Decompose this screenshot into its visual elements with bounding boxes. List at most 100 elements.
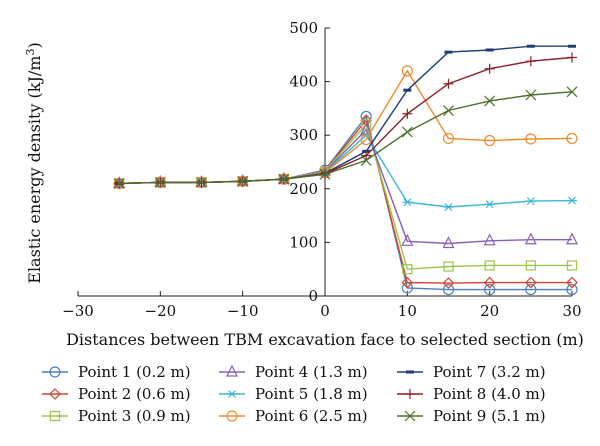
y-axis-label: Elastic energy density (kJ/m3) <box>24 42 45 283</box>
data-point <box>525 133 537 145</box>
data-point <box>442 132 455 145</box>
legend-marker <box>49 388 61 400</box>
data-point <box>442 277 455 289</box>
y-axis-label-end: ) <box>25 42 44 48</box>
series-line <box>119 91 573 185</box>
data-point <box>361 150 372 161</box>
data-point <box>442 236 455 249</box>
legend-item: Point 6 (2.5 m) <box>219 407 368 425</box>
data-point <box>360 133 372 146</box>
legend-label: Point 5 (1.8 m) <box>255 385 368 403</box>
data-point <box>484 134 496 147</box>
x-tick-label: 30 <box>562 302 581 320</box>
data-point <box>524 276 537 289</box>
y-tick-label: 300 <box>289 126 318 144</box>
data-point <box>483 233 496 246</box>
data-point <box>154 176 166 188</box>
x-tick-label: −10 <box>227 302 259 320</box>
legend-marker <box>49 410 61 422</box>
data-point <box>525 283 537 296</box>
series-line <box>119 69 573 185</box>
x-tick-label: −20 <box>145 302 177 320</box>
legend: Point 1 (0.2 m) Point 2 (0.6 m) Point 3 (0… <box>42 363 546 425</box>
series-point-6 <box>113 65 578 190</box>
x-tick-label: 0 <box>320 302 330 320</box>
data-point <box>483 276 496 289</box>
data-point <box>401 276 414 289</box>
data-point <box>566 276 578 289</box>
data-point <box>113 178 125 189</box>
legend-item: Point 5 (1.8 m) <box>219 385 368 403</box>
data-point <box>524 232 537 245</box>
x-tick-label: −30 <box>62 302 94 320</box>
data-point <box>401 126 413 138</box>
legend-marker <box>405 389 415 399</box>
y-tick-label: 200 <box>289 180 318 198</box>
legend-label: Point 6 (2.5 m) <box>255 407 368 425</box>
data-point <box>525 197 536 206</box>
legend-item: Point 8 (4.0 m) <box>397 385 546 403</box>
data-point <box>443 261 454 272</box>
legend-item: Point 3 (0.9 m) <box>42 407 191 425</box>
y-tick-label: 400 <box>289 73 318 91</box>
data-point <box>525 89 537 101</box>
data-point <box>360 122 373 135</box>
x-tick-label: 20 <box>480 302 499 320</box>
legend-item: Point 9 (5.1 m) <box>397 407 546 425</box>
data-point <box>402 198 413 207</box>
legend-marker <box>404 410 416 422</box>
data-point <box>402 108 413 119</box>
legend-item: Point 1 (0.2 m) <box>42 363 191 381</box>
y-axis-label-main: Elastic energy density (kJ/m <box>25 56 44 284</box>
data-point <box>401 65 413 77</box>
legend-marker <box>227 390 237 398</box>
series-layer <box>113 44 578 296</box>
data-point <box>484 95 496 107</box>
legend-label: Point 2 (0.6 m) <box>78 385 191 403</box>
data-point <box>360 154 372 166</box>
x-axis-label: Distances between TBM excavation face to… <box>66 330 584 349</box>
x-tick-label: 10 <box>398 302 417 320</box>
legend-label: Point 9 (5.1 m) <box>433 407 546 425</box>
series-point-2 <box>113 114 578 289</box>
data-point <box>196 176 207 188</box>
legend-marker <box>226 364 238 377</box>
y-tick-label: 0 <box>308 287 318 305</box>
data-point <box>525 260 536 271</box>
data-point <box>443 105 454 116</box>
data-point <box>566 283 578 296</box>
series-point-9 <box>113 86 578 189</box>
legend-label: Point 4 (1.3 m) <box>255 363 368 381</box>
y-tick-label: 100 <box>289 233 318 251</box>
data-point <box>566 132 578 145</box>
y-tick-label: 500 <box>289 19 318 37</box>
data-point <box>484 260 495 271</box>
data-point <box>567 52 577 63</box>
legend-label: Point 8 (4.0 m) <box>433 385 546 403</box>
data-point <box>278 173 290 185</box>
data-point <box>566 260 578 271</box>
series-line <box>119 118 572 284</box>
data-point <box>401 233 414 246</box>
data-point <box>443 78 454 89</box>
data-point <box>484 63 495 74</box>
data-point <box>525 56 536 67</box>
data-point <box>443 203 454 211</box>
legend-label: Point 7 (3.2 m) <box>433 363 546 381</box>
data-point <box>484 283 496 296</box>
series-line <box>119 56 573 185</box>
legend-label: Point 3 (0.9 m) <box>78 407 191 425</box>
legend-marker <box>49 366 61 378</box>
data-point <box>566 86 578 98</box>
legend-label: Point 1 (0.2 m) <box>78 363 191 381</box>
y-axis-label-sup: 3 <box>24 49 37 56</box>
data-point <box>402 264 413 275</box>
data-point <box>319 168 331 180</box>
legend-item: Point 4 (1.3 m) <box>219 363 368 381</box>
data-point <box>237 175 249 187</box>
legend-marker <box>226 410 238 422</box>
data-point <box>566 232 578 245</box>
legend-item: Point 7 (3.2 m) <box>397 363 546 381</box>
